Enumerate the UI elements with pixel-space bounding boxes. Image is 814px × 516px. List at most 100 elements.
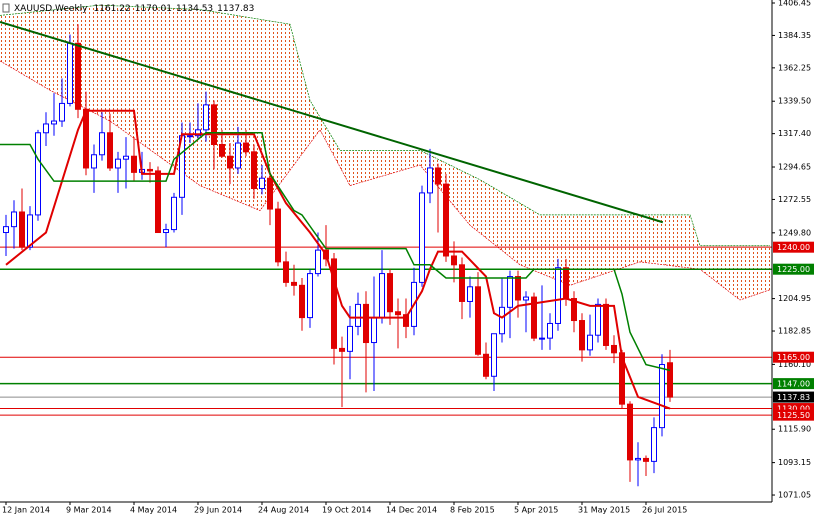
x-tick-label: 8 Feb 2015	[450, 506, 495, 515]
open: 1161.22	[94, 4, 131, 14]
candle-body	[467, 286, 473, 302]
indicator-line	[0, 132, 671, 372]
candle-body	[371, 317, 377, 344]
candle-body	[651, 427, 657, 462]
y-tick-label: 1249.80	[778, 228, 811, 237]
cloud	[0, 5, 770, 300]
symbol: XAUUSD,Weekly	[14, 4, 88, 14]
candle-body	[363, 303, 369, 344]
candle-body	[523, 296, 529, 301]
candle-body	[491, 333, 497, 377]
y-tick-label: 1272.55	[778, 195, 811, 204]
candle-body	[67, 42, 73, 104]
chart-header: XAUUSD,Weekly 1161.22 1170.01 1134.53 1137.8…	[14, 4, 254, 14]
candle-body	[419, 192, 425, 283]
level-tag	[773, 409, 814, 421]
candle-body	[603, 303, 609, 346]
candle-body	[99, 132, 105, 156]
candle-body	[187, 135, 193, 138]
candle-body	[347, 325, 353, 352]
candle-body	[315, 249, 321, 275]
header-icon	[2, 3, 10, 13]
candle-body	[339, 347, 345, 352]
y-tick-label: 1406.45	[778, 0, 811, 8]
candle-body	[211, 104, 217, 145]
candle-body	[571, 298, 577, 322]
x-tick-label: 31 May 2015	[578, 506, 630, 515]
candle-body	[147, 168, 153, 172]
candle-body	[507, 276, 513, 308]
high: 1170.01	[135, 4, 172, 14]
candle-body	[131, 155, 137, 173]
level-label: 1225.00	[777, 265, 810, 274]
candle-body	[515, 276, 521, 301]
plot-area	[0, 4, 772, 487]
candle-body	[3, 226, 9, 234]
level-tag	[773, 391, 814, 403]
candle-body	[435, 167, 441, 185]
level-label: 1165.00	[777, 353, 810, 362]
candle-body	[587, 334, 593, 351]
candle-body	[275, 208, 281, 263]
candle-body	[43, 123, 49, 134]
candle-body	[27, 214, 33, 248]
candle-body	[563, 267, 569, 300]
candle-body	[283, 261, 289, 283]
candle-body	[403, 314, 409, 327]
level-tag	[773, 378, 814, 390]
candle-body	[451, 255, 457, 266]
candle-body	[227, 155, 233, 169]
indicator-line	[0, 21, 664, 224]
level-label: 1240.00	[777, 243, 810, 252]
x-tick-label: 24 Aug 2014	[258, 506, 309, 515]
candle-body	[291, 281, 297, 286]
level-label: 1130.00	[777, 405, 810, 414]
candle-body	[539, 337, 545, 340]
candle-body	[203, 104, 209, 131]
candle-body	[627, 403, 633, 461]
y-tick-label: 1093.15	[778, 458, 811, 467]
candle-body	[115, 158, 121, 169]
y-tick-label: 1362.25	[778, 63, 811, 72]
candle-body	[267, 177, 273, 210]
candle-body	[379, 273, 385, 319]
candle-body	[51, 120, 57, 125]
candle-body	[579, 320, 585, 351]
candle-body	[643, 457, 649, 462]
candle-body	[19, 211, 25, 248]
x-tick-label: 29 Jun 2014	[194, 506, 242, 515]
y-tick-label: 1317.40	[778, 129, 811, 138]
candle-body	[91, 154, 97, 169]
candle-body	[459, 264, 465, 302]
x-tick-label: 9 Mar 2014	[66, 506, 112, 515]
x-tick-label: 4 May 2014	[130, 506, 177, 515]
y-tick-label: 1204.95	[778, 294, 811, 303]
candle-body	[483, 353, 489, 377]
level-label: 1125.50	[777, 411, 810, 420]
candle-body	[443, 183, 449, 257]
y-tick-label: 1115.90	[778, 425, 811, 434]
candle-body	[235, 142, 241, 169]
candle-body	[83, 108, 89, 169]
y-tick-label: 1384.35	[778, 31, 811, 40]
indicator-line	[5, 109, 671, 410]
candle-body	[355, 303, 361, 327]
candle-body	[595, 303, 601, 336]
x-tick-label: 14 Dec 2014	[386, 506, 437, 515]
x-tick-label: 5 Apr 2015	[514, 506, 558, 515]
candle-body	[75, 42, 81, 110]
y-tick-label: 1160.10	[778, 360, 811, 369]
y-tick-label: 1071.05	[778, 491, 811, 500]
candle-body	[171, 196, 177, 231]
candle-body	[427, 167, 433, 194]
candle-body	[259, 177, 265, 190]
close: 1137.83	[217, 4, 254, 14]
level-label: 1137.83	[777, 393, 810, 402]
candle-body	[59, 102, 65, 122]
candle-body	[219, 143, 225, 157]
candle-body	[387, 273, 393, 313]
candle-body	[299, 284, 305, 319]
level-tag	[773, 263, 814, 275]
candle-body	[635, 457, 641, 461]
